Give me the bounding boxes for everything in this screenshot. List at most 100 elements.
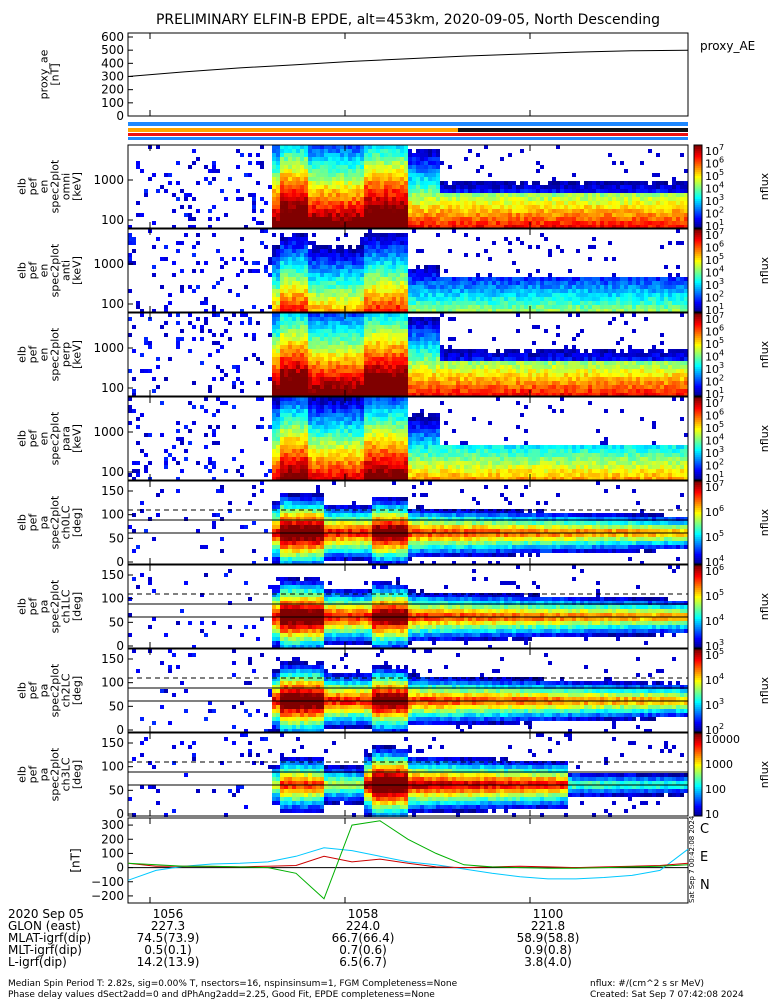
spectrogram-cell <box>420 357 424 361</box>
spectrogram-cell <box>332 389 336 393</box>
spectrogram-cell <box>336 205 340 209</box>
spectrogram-cell <box>620 193 624 197</box>
spectrogram-cell <box>300 225 304 229</box>
spectrogram-cell <box>320 345 324 349</box>
spectrogram-cell <box>488 373 492 377</box>
spectrogram-cell <box>536 373 540 377</box>
spectrogram-cell <box>380 205 384 209</box>
spectrogram-cell <box>392 345 396 349</box>
spectrogram-cell <box>428 169 432 173</box>
spectrogram-cell <box>292 213 296 217</box>
indicator-bar-orange <box>128 128 458 132</box>
spectrogram-cell <box>492 377 496 381</box>
spectrogram-cell <box>536 269 540 273</box>
spectrogram-cell <box>680 293 684 297</box>
spectrogram-cell <box>428 177 432 181</box>
spectrogram-cell <box>540 365 544 369</box>
spectrogram-cell <box>496 277 500 281</box>
spectrogram-cell <box>276 345 280 349</box>
spectrogram-cell <box>672 201 676 205</box>
spectrogram-cell <box>320 353 324 357</box>
spectrogram-cell <box>464 381 468 385</box>
spectrogram-cell <box>336 249 340 253</box>
spectrogram-cell <box>552 309 556 313</box>
spectrogram-cell <box>580 225 584 229</box>
spectrogram-cell <box>380 253 384 257</box>
spectrogram-cell <box>412 361 416 365</box>
spectrogram-cell <box>660 201 664 205</box>
spectrogram-cell <box>344 273 348 277</box>
spectrogram-cell <box>680 193 684 197</box>
spectrogram-cell <box>580 377 584 381</box>
spectrogram-cell <box>552 281 556 285</box>
spectrogram-cell <box>524 373 528 377</box>
colorbar-segment <box>694 301 702 305</box>
spectrogram-cell <box>316 317 320 321</box>
spectrogram-cell <box>560 369 564 373</box>
spectrogram-cell <box>480 281 484 285</box>
colorbar-segment <box>694 268 702 271</box>
spectrogram-cell <box>368 317 372 321</box>
spectrogram-cell <box>296 177 300 181</box>
spectrogram-cell <box>284 197 288 201</box>
spectrogram-cell <box>296 285 300 289</box>
spectrogram-cell <box>364 149 368 153</box>
spectrogram-cell <box>436 373 440 377</box>
spectrogram-cell <box>308 145 312 149</box>
spectrogram-cell <box>492 305 496 309</box>
spectrogram-cell <box>284 353 288 357</box>
spectrogram-cell <box>280 365 284 369</box>
spectrogram-cell <box>320 389 324 393</box>
spectrogram-cell <box>340 361 344 365</box>
spectrogram-cell <box>528 281 532 285</box>
spectrogram-cell <box>328 257 332 261</box>
spectrogram-cell <box>480 357 484 361</box>
spectrogram-cell <box>404 337 408 341</box>
spectrogram-cell <box>392 305 396 309</box>
spectrogram-cell <box>368 385 372 389</box>
spectrogram-cell <box>348 373 352 377</box>
spectrogram-cell <box>524 197 528 201</box>
spectrogram-cell <box>476 189 480 193</box>
spectrogram-cell <box>496 393 500 397</box>
spectrogram-cell <box>348 261 352 265</box>
spectrogram-cell <box>164 189 168 193</box>
spectrogram-cell <box>644 357 648 361</box>
spectrogram-cell <box>356 369 360 373</box>
spectrogram-cell <box>344 161 348 165</box>
spectrogram-cell <box>584 361 588 365</box>
spectrogram-cell <box>468 329 472 333</box>
spectrogram-cell <box>244 357 248 361</box>
y-axis-label: pef <box>27 261 40 280</box>
spectrogram-cell <box>176 337 180 341</box>
spectrogram-cell <box>236 293 240 297</box>
spectrogram-cell <box>272 273 276 277</box>
spectrogram-cell <box>664 185 668 189</box>
spectrogram-cell <box>284 269 288 273</box>
spectrogram-cell <box>424 205 428 209</box>
spectrogram-cell <box>424 337 428 341</box>
spectrogram-cell <box>368 161 372 165</box>
spectrogram-cell <box>396 265 400 269</box>
spectrogram-cell <box>664 213 668 217</box>
spectrogram-cell <box>364 329 368 333</box>
spectrogram-cell <box>320 293 324 297</box>
spectrogram-cell <box>396 325 400 329</box>
spectrogram-cell <box>308 305 312 309</box>
spectrogram-cell <box>292 293 296 297</box>
spectrogram-cell <box>248 269 252 273</box>
spectrogram-cell <box>600 197 604 201</box>
spectrogram-cell <box>220 189 224 193</box>
spectrogram-cell <box>464 213 468 217</box>
spectrogram-cell <box>576 281 580 285</box>
spectrogram-cell <box>676 193 680 197</box>
colorbar-segment <box>694 165 702 169</box>
colorbar-segment <box>694 231 702 234</box>
spectrogram-cell <box>684 197 688 201</box>
spectrogram-cell <box>604 217 608 221</box>
spectrogram-cell <box>636 205 640 209</box>
spectrogram-cell <box>500 361 504 365</box>
spectrogram-cell <box>588 381 592 385</box>
spectrogram-cell <box>148 369 152 373</box>
spectrogram-cell <box>648 361 652 365</box>
